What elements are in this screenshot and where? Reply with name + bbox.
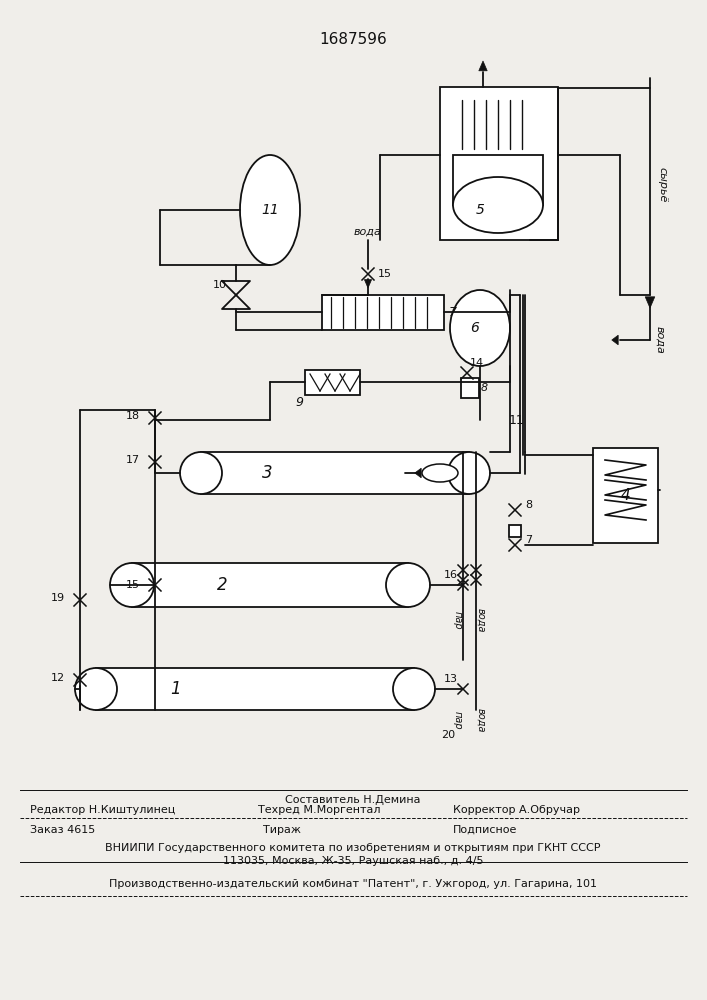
Ellipse shape (448, 452, 490, 494)
Text: вода: вода (476, 608, 486, 632)
Text: 20: 20 (441, 730, 455, 740)
Text: 13: 13 (444, 674, 458, 684)
Ellipse shape (110, 563, 154, 607)
Text: 10: 10 (213, 280, 227, 290)
Bar (440, 87, 558, 240)
Text: Подписное: Подписное (453, 825, 518, 835)
Bar (322, 295, 444, 330)
Text: 8: 8 (525, 500, 532, 510)
Text: 1: 1 (170, 680, 181, 698)
Text: 5: 5 (476, 203, 484, 217)
Text: вода: вода (354, 227, 382, 237)
Text: Производственно-издательский комбинат "Патент", г. Ужгород, ул. Гагарина, 101: Производственно-издательский комбинат "П… (109, 879, 597, 889)
Text: 9: 9 (295, 396, 303, 410)
Text: 11: 11 (261, 203, 279, 217)
Ellipse shape (422, 464, 458, 482)
Text: Составитель Н.Демина: Составитель Н.Демина (285, 795, 421, 805)
Ellipse shape (180, 452, 222, 494)
Text: Техред М.Моргентал: Техред М.Моргентал (258, 805, 380, 815)
Text: 7: 7 (525, 535, 532, 545)
Polygon shape (612, 335, 618, 345)
Text: 18: 18 (126, 411, 140, 421)
Text: вода: вода (476, 708, 486, 732)
Polygon shape (479, 61, 487, 71)
Text: Корректор А.Обручар: Корректор А.Обручар (453, 805, 580, 815)
Bar (96, 668, 414, 710)
Ellipse shape (240, 155, 300, 265)
Text: 15: 15 (378, 269, 392, 279)
Bar (461, 378, 479, 398)
Text: ВНИИПИ Государственного комитета по изобретениям и открытиям при ГКНТ СССР: ВНИИПИ Государственного комитета по изоб… (105, 843, 601, 853)
Ellipse shape (453, 177, 543, 233)
Text: пар: пар (453, 711, 463, 729)
Text: Редактор Н.Киштулинец: Редактор Н.Киштулинец (30, 805, 175, 815)
Text: 14: 14 (470, 358, 484, 368)
Text: 113035, Москва, Ж-35, Раушская наб., д. 4/5: 113035, Москва, Ж-35, Раушская наб., д. … (223, 856, 484, 866)
Bar (305, 370, 360, 395)
Text: вода: вода (655, 326, 665, 354)
Bar (132, 563, 408, 607)
Polygon shape (645, 297, 655, 308)
Text: 12: 12 (51, 673, 65, 683)
Bar (201, 452, 469, 494)
Text: пар: пар (453, 611, 463, 629)
Ellipse shape (386, 563, 430, 607)
Ellipse shape (393, 668, 435, 710)
Text: 15: 15 (126, 580, 140, 590)
Bar (509, 525, 521, 537)
Text: 2: 2 (216, 576, 228, 594)
Text: 4: 4 (621, 488, 631, 503)
Text: 8: 8 (481, 383, 488, 393)
Text: сырьё: сырьё (657, 167, 667, 203)
Bar (453, 155, 543, 205)
Polygon shape (415, 468, 421, 478)
Ellipse shape (450, 290, 510, 366)
Text: 1687596: 1687596 (319, 32, 387, 47)
Bar (593, 448, 658, 543)
Text: 7: 7 (449, 306, 457, 319)
Text: 17: 17 (126, 455, 140, 465)
Polygon shape (364, 280, 372, 288)
Text: 3: 3 (262, 464, 272, 482)
Ellipse shape (75, 668, 117, 710)
Text: 11: 11 (509, 414, 525, 426)
Text: Заказ 4615: Заказ 4615 (30, 825, 95, 835)
Text: 16: 16 (444, 570, 458, 580)
Text: 6: 6 (471, 321, 479, 335)
Text: Тираж: Тираж (263, 825, 301, 835)
Text: 19: 19 (51, 593, 65, 603)
